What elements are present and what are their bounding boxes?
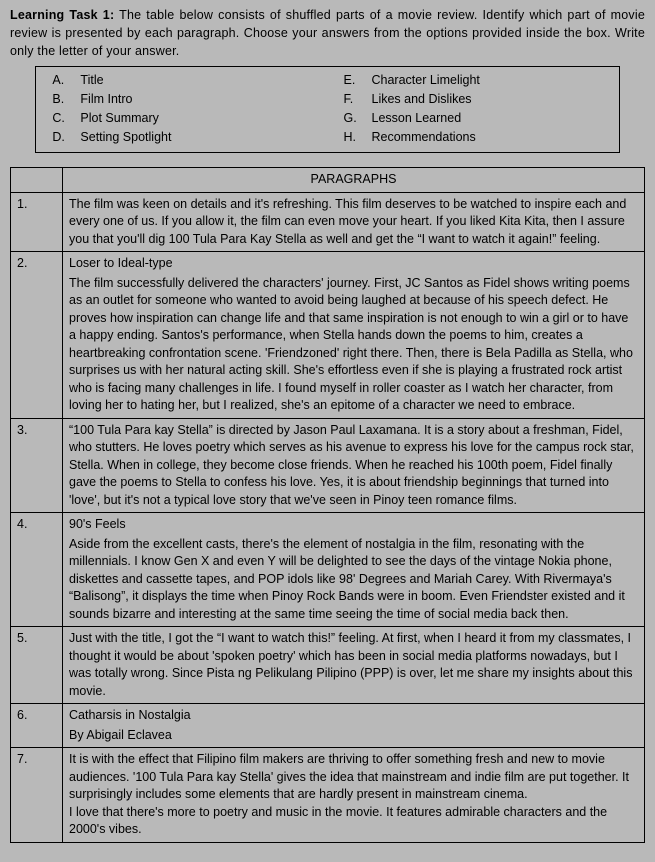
option-letter: G. — [344, 109, 372, 128]
option-letter: H. — [344, 128, 372, 147]
paragraph-cell: 90's Feels Aside from the excellent casts… — [63, 513, 645, 627]
paragraph-text: By Abigail Eclavea — [69, 727, 638, 745]
paragraph-text: It is with the effect that Filipino film… — [69, 751, 638, 804]
option-text: Likes and Dislikes — [372, 90, 613, 109]
paragraph-heading: 90's Feels — [69, 516, 638, 534]
paragraph-text: Just with the title, I got the “I want t… — [69, 630, 638, 700]
paragraph-text: “100 Tula Para kay Stella” is directed b… — [69, 422, 638, 510]
paragraph-number: 6. — [11, 704, 63, 748]
paragraph-text: Aside from the excellent casts, there's … — [69, 536, 638, 624]
paragraph-cell: The film was keen on details and it's re… — [63, 192, 645, 252]
options-box: A.TitleB.Film IntroC.Plot SummaryD.Setti… — [35, 66, 619, 153]
option-row: C.Plot Summary — [52, 109, 321, 128]
paragraph-text: The film successfully delivered the char… — [69, 275, 638, 415]
table-row: 4. 90's Feels Aside from the excellent cas… — [11, 513, 645, 627]
option-row: A.Title — [52, 71, 321, 90]
worksheet-page: Learning Task 1: The table below consist… — [0, 0, 655, 851]
option-letter: E. — [344, 71, 372, 90]
paragraph-cell: Just with the title, I got the “I want t… — [63, 627, 645, 704]
table-header-paragraphs: PARAGRAPHS — [63, 168, 645, 193]
paragraph-cell: “100 Tula Para kay Stella” is directed b… — [63, 418, 645, 513]
option-letter: C. — [52, 109, 80, 128]
option-row: B.Film Intro — [52, 90, 321, 109]
paragraph-number: 3. — [11, 418, 63, 513]
table-row: 3.“100 Tula Para kay Stella” is directed… — [11, 418, 645, 513]
task-label: Learning Task 1: — [10, 8, 114, 22]
paragraph-heading: Loser to Ideal-type — [69, 255, 638, 273]
option-row: G.Lesson Learned — [344, 109, 613, 128]
option-row: D.Setting Spotlight — [52, 128, 321, 147]
option-row: H.Recommendations — [344, 128, 613, 147]
paragraph-cell: Catharsis in Nostalgia By Abigail Eclavea — [63, 704, 645, 748]
option-row: F.Likes and Dislikes — [344, 90, 613, 109]
table-row: 7.It is with the effect that Filipino fi… — [11, 748, 645, 843]
paragraph-number: 1. — [11, 192, 63, 252]
option-text: Setting Spotlight — [80, 128, 321, 147]
option-text: Title — [80, 71, 321, 90]
option-letter: A. — [52, 71, 80, 90]
paragraph-text: The film was keen on details and it's re… — [69, 196, 638, 249]
table-header-blank — [11, 168, 63, 193]
table-row: 6. Catharsis in Nostalgia By Abigail Eclav… — [11, 704, 645, 748]
paragraph-number: 7. — [11, 748, 63, 843]
paragraphs-table: PARAGRAPHS 1.The film was keen on detail… — [10, 167, 645, 843]
table-row: 5.Just with the title, I got the “I want… — [11, 627, 645, 704]
paragraph-number: 4. — [11, 513, 63, 627]
option-text: Character Limelight — [372, 71, 613, 90]
table-row: 1.The film was keen on details and it's … — [11, 192, 645, 252]
option-letter: B. — [52, 90, 80, 109]
options-left-cell: A.TitleB.Film IntroC.Plot SummaryD.Setti… — [36, 67, 328, 153]
option-row: E.Character Limelight — [344, 71, 613, 90]
paragraph-cell: It is with the effect that Filipino film… — [63, 748, 645, 843]
paragraph-number: 5. — [11, 627, 63, 704]
task-instructions: Learning Task 1: The table below consist… — [10, 6, 645, 60]
options-right-cell: E.Character LimelightF.Likes and Dislike… — [328, 67, 620, 153]
option-text: Lesson Learned — [372, 109, 613, 128]
paragraph-heading: Catharsis in Nostalgia — [69, 707, 638, 725]
paragraph-text: I love that there's more to poetry and m… — [69, 804, 638, 839]
table-row: 2. Loser to Ideal-type The film successful… — [11, 252, 645, 419]
option-text: Recommendations — [372, 128, 613, 147]
option-letter: F. — [344, 90, 372, 109]
paragraph-number: 2. — [11, 252, 63, 419]
option-letter: D. — [52, 128, 80, 147]
option-text: Plot Summary — [80, 109, 321, 128]
paragraph-cell: Loser to Ideal-type The film successfully… — [63, 252, 645, 419]
option-text: Film Intro — [80, 90, 321, 109]
